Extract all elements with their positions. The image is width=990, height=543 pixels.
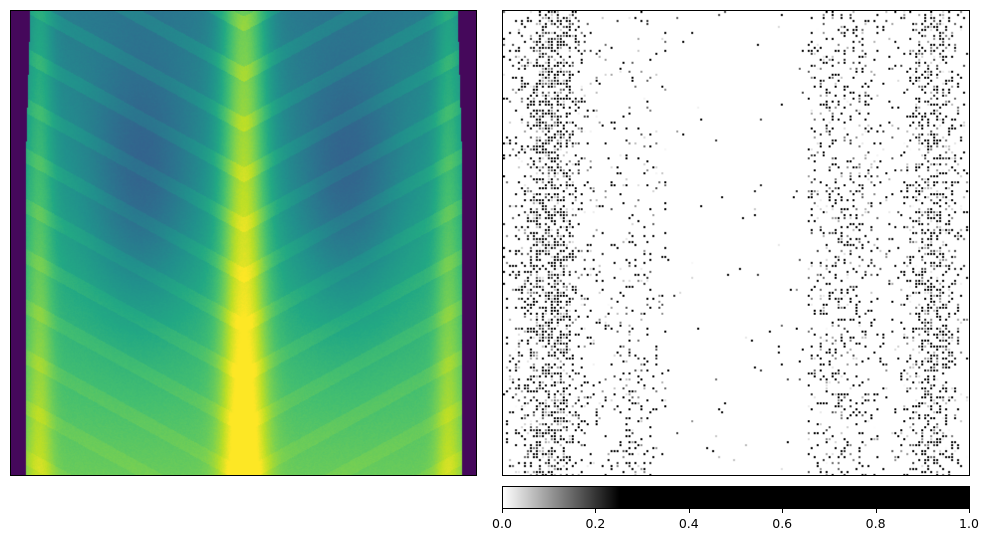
colorbar-tick-label: 0.8	[865, 516, 886, 531]
colorbar-tick-mark	[875, 509, 877, 513]
colorbar-tick-mark	[969, 509, 970, 513]
colorbar-tick-mark	[502, 509, 503, 513]
colorbar-tick-mark	[782, 509, 784, 513]
xray-heatmap	[11, 11, 476, 475]
colorbar	[502, 486, 970, 509]
colorbar-tick-label: 0.2	[585, 516, 606, 531]
colorbar-tick-label: 0.0	[492, 516, 512, 531]
colorbar-tick-mark	[688, 509, 690, 513]
xray-image-panel	[10, 10, 477, 476]
colorbar-ticks: 0.0 0.2 0.4 0.6 0.8 1.0	[492, 509, 979, 539]
attribution-map-panel	[502, 10, 970, 476]
colorbar-tick-label: 0.6	[772, 516, 793, 531]
attribution-heatmap	[503, 11, 969, 475]
colorbar-tick-label: 1.0	[959, 516, 979, 531]
colorbar-tick-mark	[595, 509, 597, 513]
colorbar-tick-label: 0.4	[678, 516, 699, 531]
